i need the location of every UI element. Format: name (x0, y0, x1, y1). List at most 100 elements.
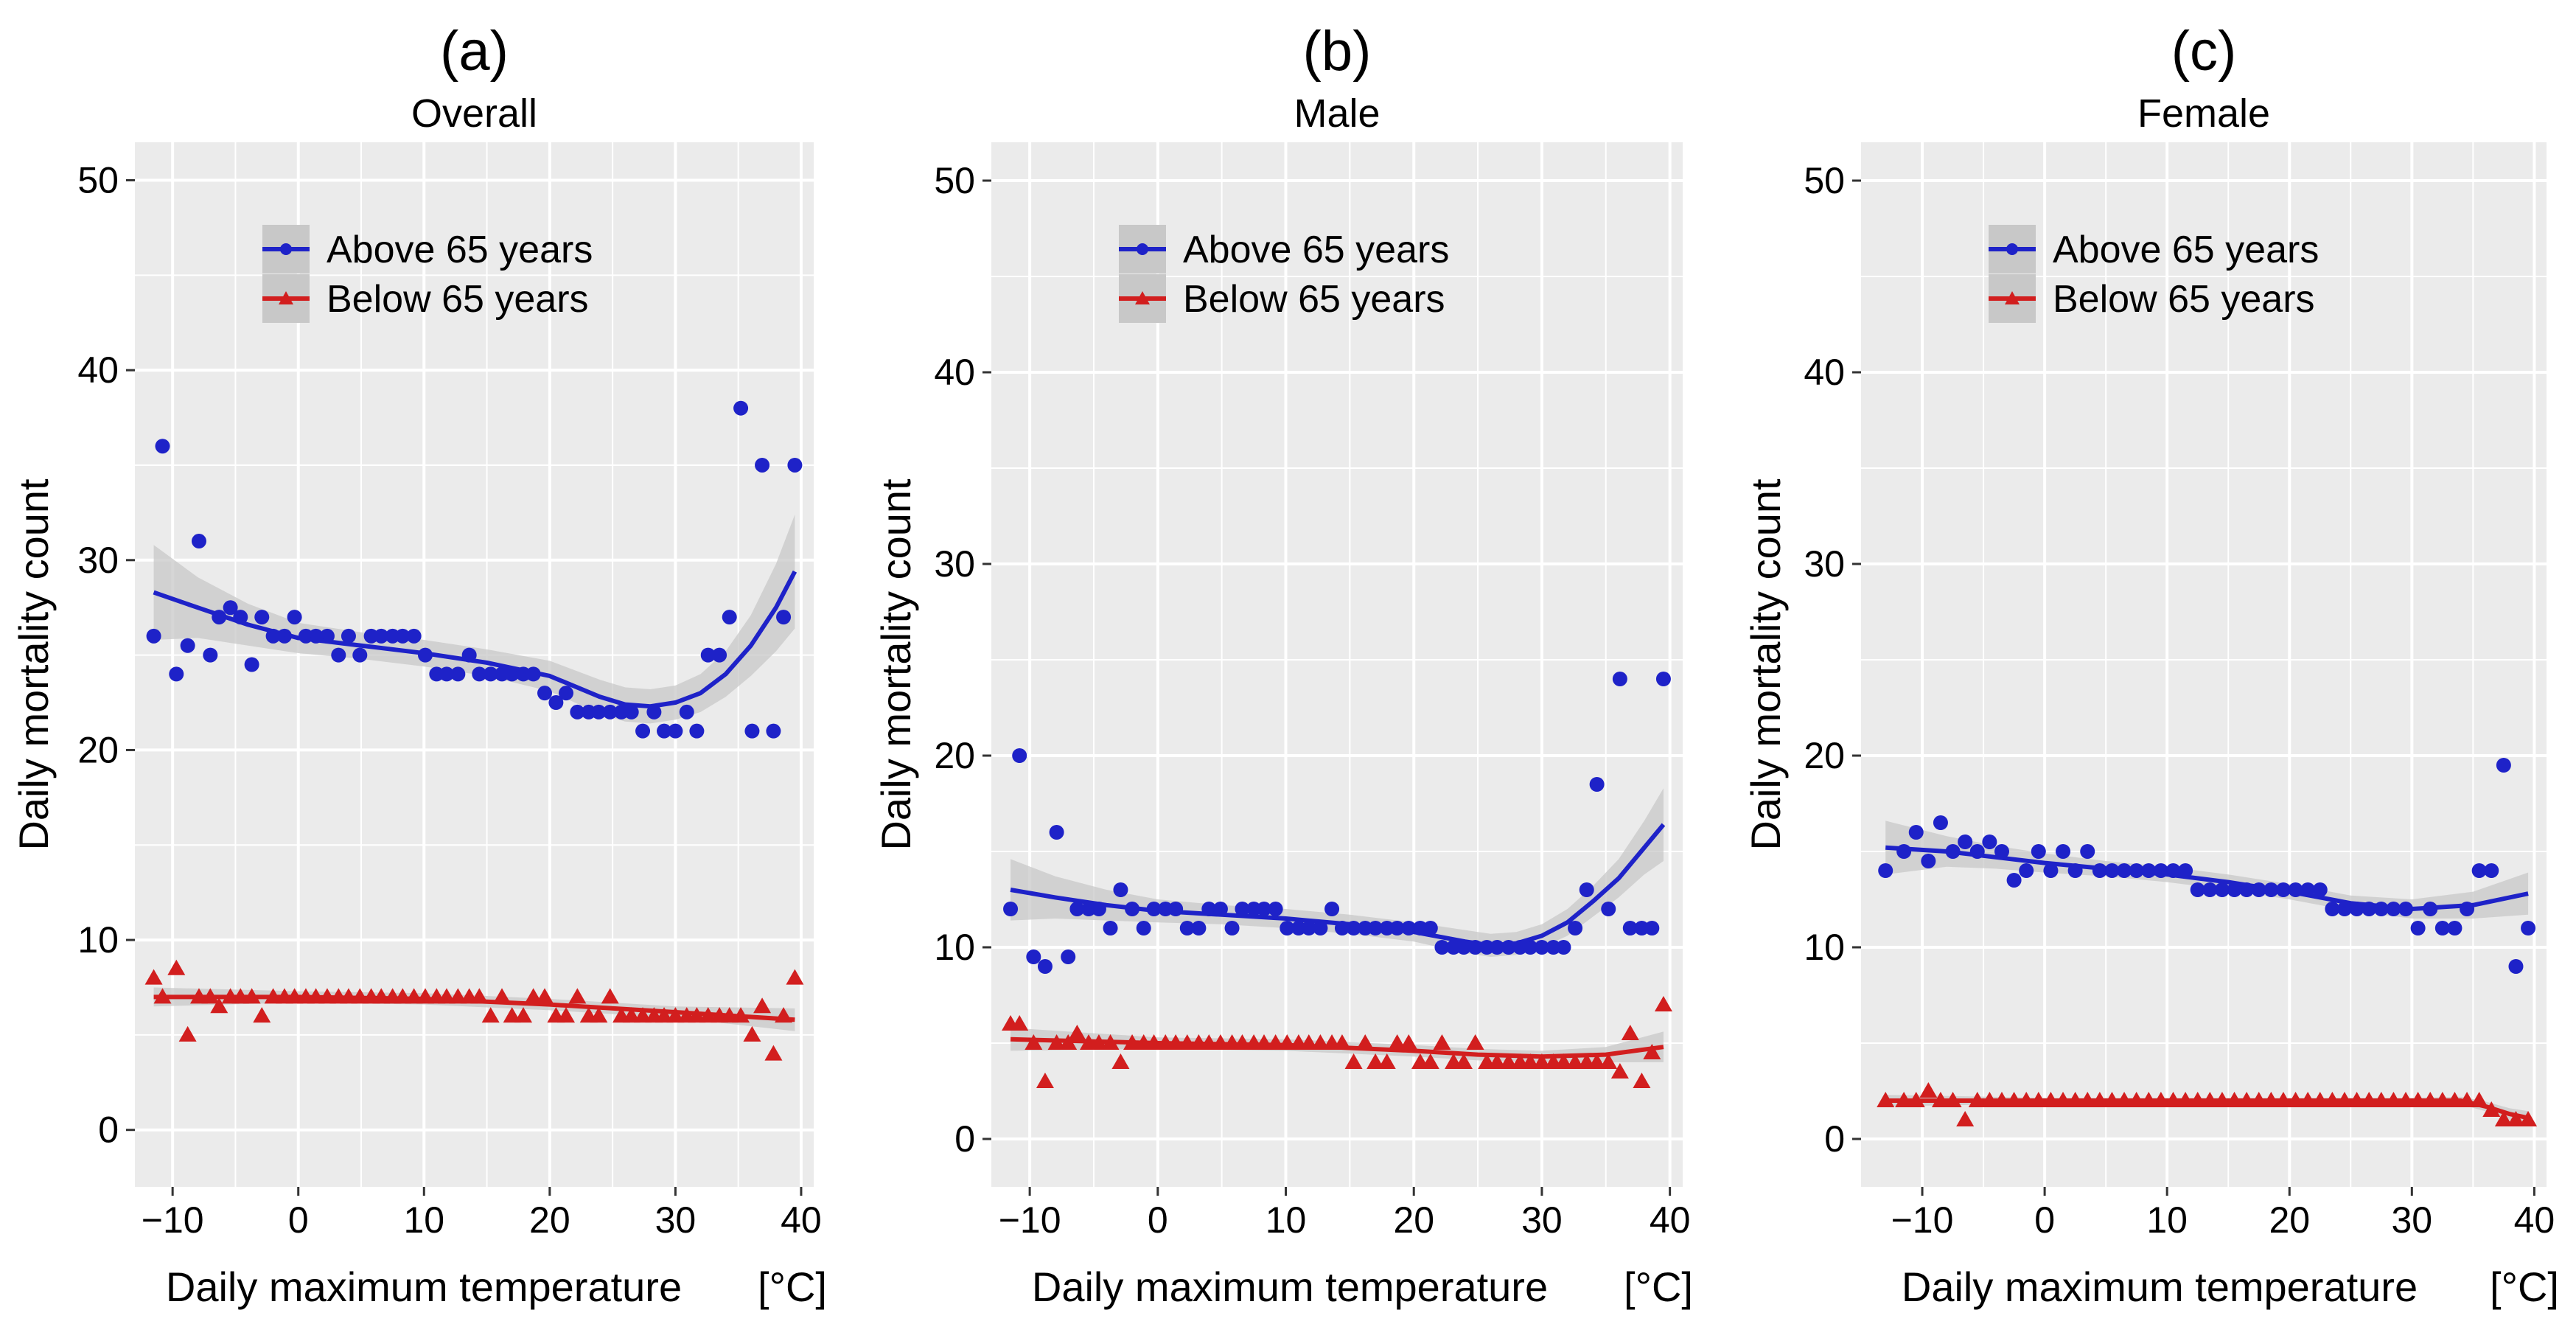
data-point (406, 628, 422, 644)
data-point (755, 457, 770, 473)
fit-line (1885, 1098, 2529, 1121)
data-point (2447, 921, 2462, 935)
panel-label: (b) (1303, 20, 1372, 83)
data-point (1521, 1053, 1540, 1069)
data-point (1235, 902, 1250, 916)
data-point (1633, 1073, 1651, 1088)
data-point (1589, 777, 1605, 792)
y-axis-label: Daily mortality count (873, 478, 919, 851)
data-point (1037, 959, 1053, 974)
data-point (1280, 921, 1295, 935)
data-point (395, 628, 411, 644)
data-point (712, 647, 727, 663)
legend-key-marker (2006, 243, 2018, 255)
data-point (1523, 940, 1538, 955)
data-point (1908, 825, 1924, 840)
data-point (2410, 921, 2426, 935)
legend: Above 65 years Below 65 years (1119, 225, 1449, 323)
fit-line (1010, 1036, 1664, 1059)
x-tick-label: 30 (1521, 1199, 1563, 1241)
data-point (1488, 1053, 1507, 1069)
data-point (2471, 863, 2487, 878)
data-point (1956, 1111, 1975, 1126)
data-point (2227, 882, 2242, 897)
y-tick-label: 30 (1804, 543, 1845, 585)
y-tick-label: 20 (77, 729, 119, 770)
x-axis-unit: [°C] (1624, 1264, 1693, 1310)
data-point (1588, 1053, 1606, 1069)
data-point (223, 600, 238, 616)
data-point (1579, 882, 1594, 897)
data-point (1433, 1034, 1451, 1050)
data-point (557, 1007, 576, 1023)
data-point (1534, 940, 1549, 955)
data-point (1268, 902, 1283, 916)
data-point (341, 628, 356, 644)
data-point (1621, 1025, 1639, 1040)
data-point (1246, 902, 1262, 916)
legend-key-marker (2005, 291, 2020, 304)
legend: Above 65 years Below 65 years (262, 225, 593, 323)
x-axis-unit: [°C] (758, 1264, 827, 1310)
data-point (472, 666, 487, 682)
y-tick-label: 0 (954, 1118, 975, 1160)
y-tick-label: 30 (934, 543, 975, 585)
data-point (601, 988, 619, 1004)
data-point (1655, 672, 1671, 686)
data-point (1982, 834, 1997, 849)
data-point (210, 997, 228, 1014)
data-point (1654, 996, 1672, 1011)
x-tick-label: 10 (403, 1199, 444, 1241)
x-axis-label: Daily maximum temperature (166, 1264, 682, 1310)
panel-0: (a) Overall −10 0 10 20 30 40 0 10 20 30 40 50 Daily m… (10, 20, 827, 1310)
legend-key-marker (279, 291, 293, 304)
data-point (743, 1025, 761, 1042)
data-point (483, 666, 498, 682)
data-point (253, 1007, 271, 1023)
data-point (524, 988, 542, 1004)
y-axis-label: Daily mortality count (10, 478, 57, 851)
data-point (624, 704, 639, 719)
y-tick-label: 10 (934, 927, 975, 968)
data-point (1136, 921, 1151, 935)
data-point (1061, 950, 1076, 964)
data-point (700, 647, 716, 663)
data-point (244, 657, 259, 672)
data-point (178, 1025, 197, 1042)
data-point (2507, 1111, 2525, 1126)
data-point (2190, 882, 2205, 897)
y-tick-label: 30 (77, 540, 119, 581)
data-point (481, 1007, 500, 1023)
data-point (1113, 882, 1128, 897)
y-tick-label: 50 (934, 160, 975, 201)
data-point (2519, 1111, 2538, 1126)
data-point (766, 723, 781, 739)
confidence-band (153, 514, 795, 724)
data-point (2496, 758, 2511, 773)
data-point (1454, 1053, 1473, 1069)
x-axis-label: Daily maximum temperature (1902, 1264, 2418, 1310)
data-point (1111, 1053, 1130, 1069)
data-point (2006, 873, 2022, 888)
y-tick-label: 50 (1804, 160, 1845, 201)
legend-label: Below 65 years (327, 278, 589, 321)
data-point (493, 988, 512, 1004)
legend-label: Below 65 years (1183, 278, 1445, 321)
legend-key-marker (1135, 291, 1150, 304)
data-point (2508, 959, 2524, 974)
data-point (2336, 902, 2352, 916)
x-tick-label: 40 (781, 1199, 822, 1241)
data-point (536, 988, 554, 1004)
plot-area (1877, 758, 2538, 1126)
data-point (622, 1007, 640, 1023)
data-point (570, 704, 585, 719)
x-tick-label: 20 (1393, 1199, 1434, 1241)
data-point (1224, 921, 1240, 935)
data-point (744, 723, 760, 739)
y-tick-label: 40 (1804, 352, 1845, 393)
data-point (1388, 1034, 1406, 1050)
plot-background (991, 142, 1683, 1187)
data-point (1012, 748, 1027, 763)
data-point (1324, 902, 1340, 916)
